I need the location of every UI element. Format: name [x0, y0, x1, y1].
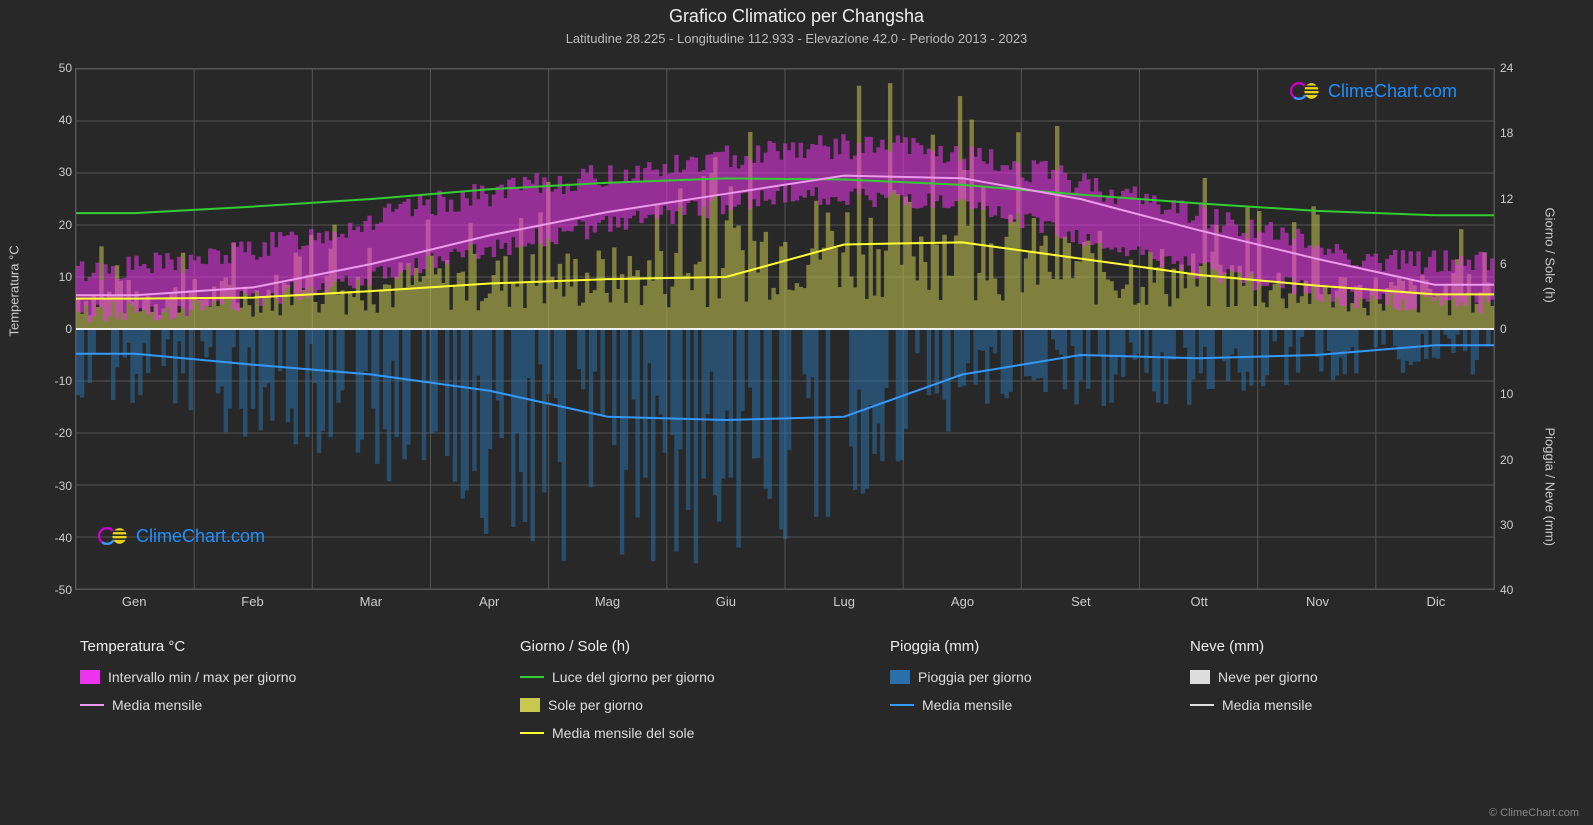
legend-header: Neve (mm) [1190, 638, 1318, 655]
legend-swatch-icon [1190, 670, 1210, 684]
y-right-tick: 18 [1500, 126, 1532, 140]
y-axis-right-bottom-label: Pioggia / Neve (mm) [1543, 428, 1558, 546]
legend-column: Pioggia (mm) Pioggia per giorno Media mens… [890, 638, 1032, 725]
x-tick-month: Lug [833, 594, 855, 609]
x-tick-month: Apr [479, 594, 499, 609]
y-left-tick: 10 [40, 270, 72, 284]
legend-line-icon [520, 732, 544, 734]
y-left-tick: -30 [40, 479, 72, 493]
legend-item: Media mensile [1190, 697, 1318, 713]
y-left-tick: 0 [40, 322, 72, 336]
legend-label: Media mensile [112, 697, 202, 713]
y-left-tick: 40 [40, 113, 72, 127]
legend-swatch-icon [890, 670, 910, 684]
legend-swatch-icon [80, 670, 100, 684]
legend-item: Pioggia per giorno [890, 669, 1032, 685]
legend-header: Giorno / Sole (h) [520, 638, 715, 655]
y-right-tick: 40 [1500, 583, 1532, 597]
legend-label: Media mensile [1222, 697, 1312, 713]
x-tick-month: Feb [241, 594, 263, 609]
legend-item: Media mensile del sole [520, 725, 715, 741]
y-left-tick: -10 [40, 374, 72, 388]
y-right-tick: 30 [1500, 518, 1532, 532]
plot-area [75, 68, 1495, 590]
y-right-tick: 6 [1500, 257, 1532, 271]
copyright-text: © ClimeChart.com [1489, 807, 1579, 819]
legend-label: Media mensile del sole [552, 725, 694, 741]
x-tick-month: Mar [360, 594, 382, 609]
x-tick-month: Ott [1190, 594, 1207, 609]
chart-subtitle: Latitudine 28.225 - Longitudine 112.933 … [0, 27, 1593, 52]
legend-swatch-icon [520, 698, 540, 712]
x-tick-month: Set [1071, 594, 1091, 609]
legend-column: Giorno / Sole (h) Luce del giorno per gio… [520, 638, 715, 753]
x-tick-month: Mag [595, 594, 620, 609]
y-axis-right-top-label: Giorno / Sole (h) [1543, 208, 1558, 303]
legend-column: Temperatura °C Intervallo min / max per g… [80, 638, 296, 725]
legend-item: Sole per giorno [520, 697, 715, 713]
legend-header: Pioggia (mm) [890, 638, 1032, 655]
y-right-tick: 24 [1500, 61, 1532, 75]
x-axis: Gen Feb Mar Apr Mag Giu Lug Ago Set Ott Nov Dic [75, 594, 1495, 618]
watermark-text: ClimeChart.com [1328, 81, 1457, 102]
climechart-logo-icon [98, 525, 130, 547]
y-right-tick: 12 [1500, 192, 1532, 206]
legend-item: Neve per giorno [1190, 669, 1318, 685]
x-tick-month: Nov [1306, 594, 1329, 609]
y-right-tick: 0 [1500, 322, 1532, 336]
y-axis-right: 0612182410203040 [1500, 68, 1532, 590]
watermark-text: ClimeChart.com [136, 526, 265, 547]
legend-item: Media mensile [80, 697, 296, 713]
legend-label: Luce del giorno per giorno [552, 669, 715, 685]
y-right-tick: 10 [1500, 387, 1532, 401]
watermark-top: ClimeChart.com [1290, 80, 1457, 102]
legend-line-icon [890, 704, 914, 706]
y-left-tick: -20 [40, 426, 72, 440]
watermark-bottom: ClimeChart.com [98, 525, 265, 547]
legend-item: Media mensile [890, 697, 1032, 713]
x-tick-month: Giu [716, 594, 736, 609]
legend-label: Intervallo min / max per giorno [108, 669, 296, 685]
y-axis-left: -50-40-30-20-1001020304050 [40, 68, 72, 590]
legend-area: Temperatura °C Intervallo min / max per g… [80, 638, 1510, 788]
y-left-tick: 50 [40, 61, 72, 75]
chart-title: Grafico Climatico per Changsha [0, 0, 1593, 27]
y-left-tick: -40 [40, 531, 72, 545]
legend-line-icon [520, 676, 544, 678]
legend-column: Neve (mm) Neve per giorno Media mensile [1190, 638, 1318, 725]
x-tick-month: Dic [1426, 594, 1445, 609]
y-left-tick: 30 [40, 165, 72, 179]
x-tick-month: Gen [122, 594, 147, 609]
legend-item: Intervallo min / max per giorno [80, 669, 296, 685]
y-axis-left-label: Temperatura °C [7, 245, 22, 336]
legend-line-icon [80, 704, 104, 706]
y-left-tick: 20 [40, 218, 72, 232]
y-right-tick: 20 [1500, 453, 1532, 467]
legend-label: Neve per giorno [1218, 669, 1318, 685]
legend-item: Luce del giorno per giorno [520, 669, 715, 685]
legend-label: Pioggia per giorno [918, 669, 1032, 685]
climechart-logo-icon [1290, 80, 1322, 102]
x-tick-month: Ago [951, 594, 974, 609]
rain-daily-bars [76, 329, 1491, 563]
legend-line-icon [1190, 704, 1214, 706]
legend-label: Sole per giorno [548, 697, 643, 713]
y-left-tick: -50 [40, 583, 72, 597]
legend-label: Media mensile [922, 697, 1012, 713]
legend-header: Temperatura °C [80, 638, 296, 655]
